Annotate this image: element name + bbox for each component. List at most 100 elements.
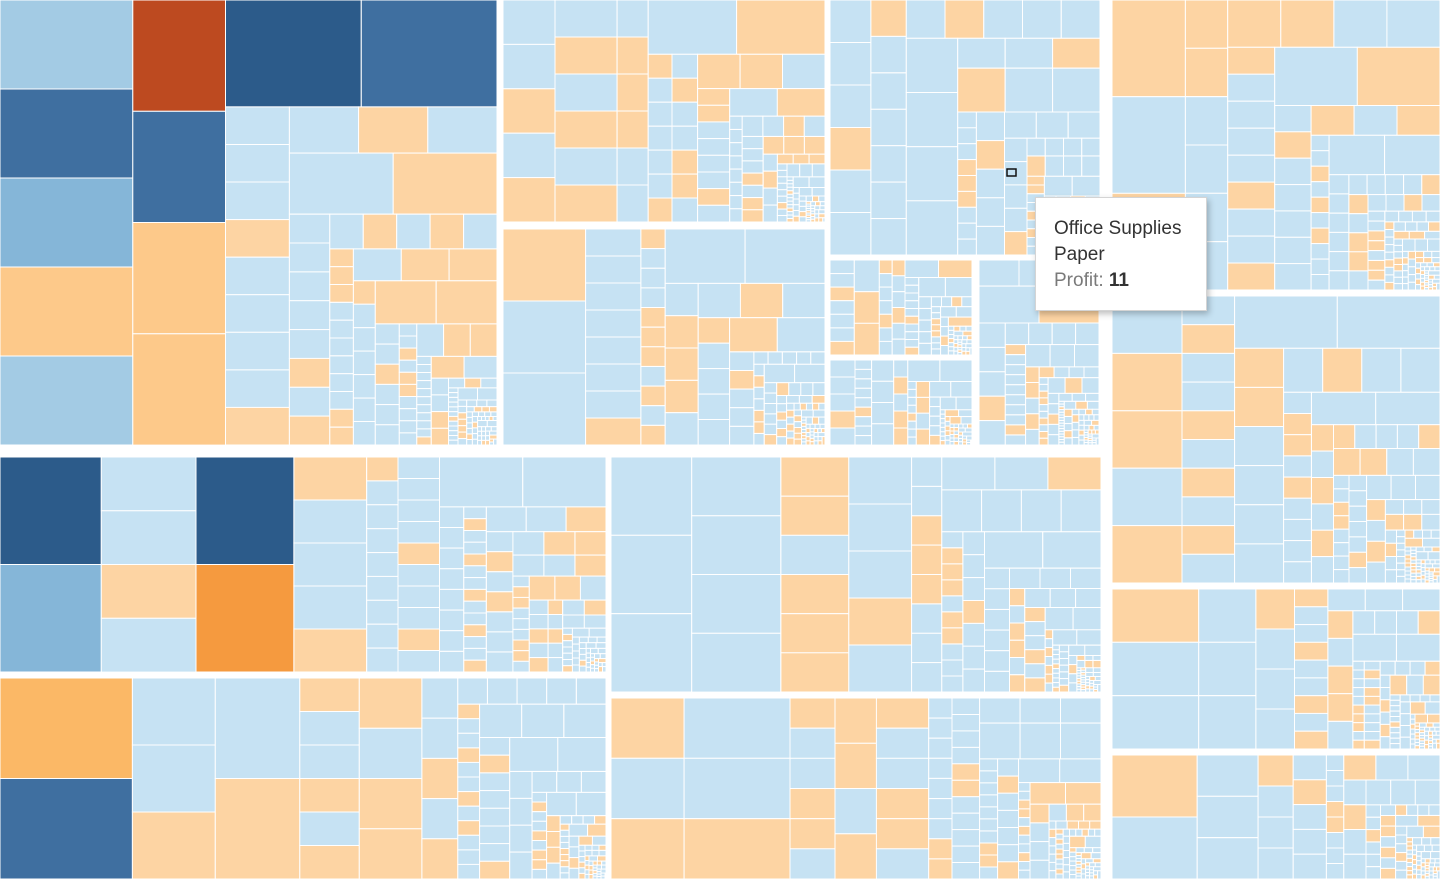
tile (457, 418, 468, 427)
tile (1047, 403, 1060, 415)
tile (1393, 230, 1410, 240)
tile (1406, 804, 1419, 816)
tile (288, 106, 360, 154)
tile (1426, 262, 1435, 268)
tile (1328, 174, 1350, 195)
tile (1039, 567, 1071, 590)
tile (1416, 855, 1422, 862)
tile (1421, 513, 1440, 531)
tile (463, 588, 487, 602)
tile (1428, 221, 1440, 232)
tile (1058, 439, 1065, 443)
tile (100, 456, 197, 512)
tile (776, 403, 788, 413)
tile (1415, 267, 1422, 275)
tile (1328, 270, 1350, 291)
tile (1181, 553, 1236, 584)
tile (776, 169, 788, 178)
tile (463, 577, 487, 590)
tile (640, 287, 666, 308)
tile (1352, 704, 1365, 715)
tile (1367, 230, 1386, 242)
tile (780, 652, 850, 693)
tile (978, 259, 1020, 287)
tile (448, 411, 459, 418)
tile (1343, 754, 1377, 781)
tile (1420, 858, 1426, 864)
tile (1348, 213, 1369, 234)
tile (1429, 559, 1436, 565)
tile (854, 416, 872, 427)
tile (448, 377, 466, 389)
tile (448, 430, 459, 437)
tile (1038, 366, 1055, 379)
tile (951, 697, 981, 715)
tile (1428, 743, 1434, 747)
tile (975, 111, 1006, 142)
tile (1058, 684, 1070, 693)
tile (957, 127, 977, 145)
tile (640, 366, 666, 387)
tile (1389, 710, 1401, 717)
tile (1310, 243, 1330, 260)
tile (293, 585, 368, 630)
tile (1396, 633, 1440, 662)
tile (398, 335, 418, 349)
tile (1431, 257, 1440, 264)
tile (1399, 694, 1411, 703)
tile (1095, 437, 1100, 446)
tile (358, 778, 423, 830)
tile (1038, 383, 1049, 392)
tile (596, 860, 603, 866)
tile (1385, 194, 1405, 212)
tile (1327, 665, 1354, 695)
tile (905, 0, 946, 39)
tile (1094, 429, 1100, 435)
tile (568, 846, 580, 859)
tile (1384, 499, 1405, 515)
tile (939, 435, 946, 442)
tile (1085, 865, 1091, 870)
tile (1078, 820, 1091, 830)
tile (1227, 73, 1276, 102)
tile (591, 835, 607, 846)
tile (559, 854, 570, 862)
tile (610, 757, 685, 820)
tile (1396, 569, 1406, 577)
tile (439, 609, 465, 632)
tile (1009, 605, 1026, 624)
tile (940, 316, 949, 328)
tile (366, 647, 399, 673)
tile (1325, 754, 1345, 771)
tile (457, 718, 481, 734)
tile (1424, 739, 1430, 746)
tile (966, 339, 973, 345)
tile (1432, 278, 1440, 284)
tile (1356, 46, 1440, 106)
tile (590, 647, 599, 655)
tile (1274, 184, 1312, 212)
tile (1044, 607, 1074, 631)
tile (1384, 244, 1395, 253)
tile (893, 427, 909, 446)
tile (1075, 847, 1085, 854)
tile (741, 136, 764, 150)
tile (463, 530, 487, 543)
tile (1428, 734, 1434, 739)
tile (600, 868, 607, 874)
tile (941, 675, 964, 693)
tile (1311, 477, 1335, 505)
tile (647, 77, 673, 103)
tile (1424, 576, 1430, 581)
tile (905, 146, 959, 202)
tile (1406, 837, 1414, 843)
tile (1384, 134, 1440, 176)
tile (1018, 861, 1031, 871)
tile (477, 439, 483, 446)
tile (502, 43, 556, 90)
tile (225, 294, 290, 333)
tile (214, 677, 301, 779)
tile (1416, 860, 1422, 866)
tile (1094, 676, 1102, 681)
tile (741, 115, 764, 137)
